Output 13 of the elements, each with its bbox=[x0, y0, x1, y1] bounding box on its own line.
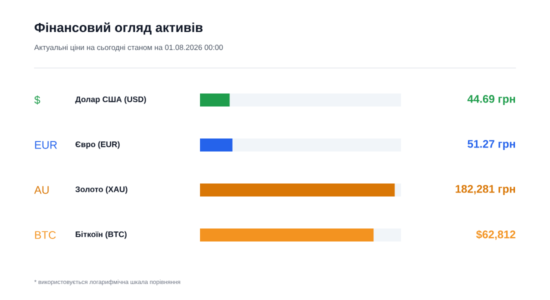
text: BTC bbox=[35, 231, 56, 239]
text: $ bbox=[34, 96, 40, 104]
y-tick-label: Біткоїн (BTC) bbox=[76, 231, 127, 239]
chart-title: Фінансовий огляд активів bbox=[34, 22, 203, 35]
text: AU bbox=[34, 186, 49, 194]
data-label: 51.27 грн bbox=[468, 140, 516, 150]
y-tick-label: Долар США (USD) bbox=[75, 96, 146, 104]
y-tick-label: Золото (XAU) bbox=[75, 186, 128, 194]
text: EUR bbox=[35, 141, 57, 149]
data-label: 182,281 грн bbox=[456, 185, 515, 195]
y-tick-label: Євро (EUR) bbox=[76, 141, 120, 149]
data-label: 44.69 грн bbox=[467, 95, 516, 105]
data-label: $62,812 bbox=[476, 230, 516, 240]
